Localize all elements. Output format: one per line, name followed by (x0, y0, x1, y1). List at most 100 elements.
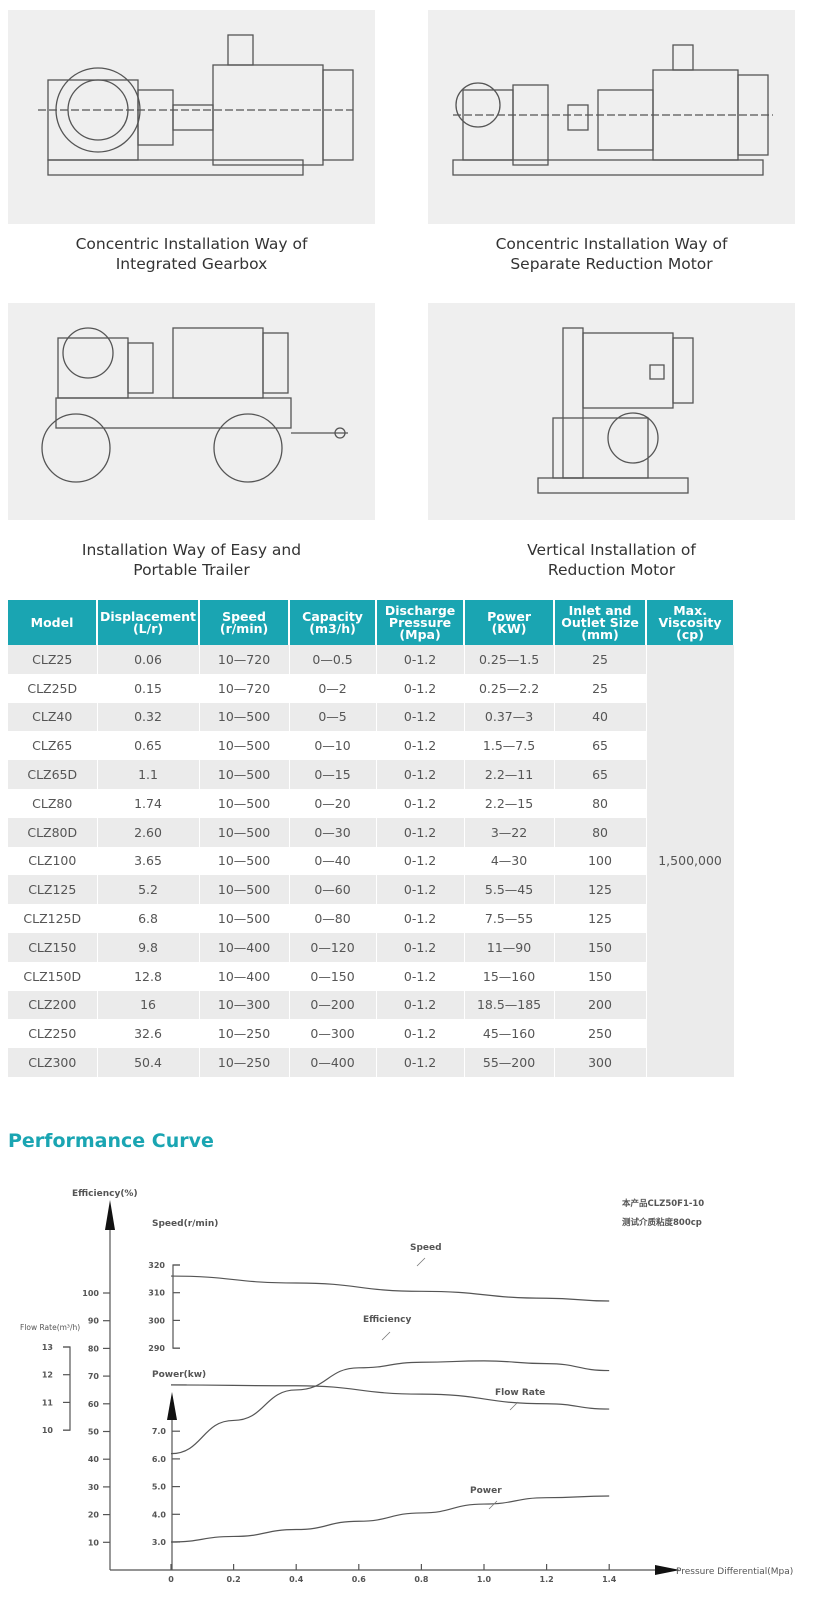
table-cell: 0.37—3 (464, 702, 555, 732)
table-row: CLZ125 5.2 10—500 0—60 0-1.2 5.5—45 125 (8, 875, 734, 905)
table-cell: 0-1.2 (376, 731, 465, 761)
table-cell: 0-1.2 (376, 961, 465, 991)
table-row: CLZ200 16 10—300 0—200 0-1.2 18.5—185 200 (8, 990, 734, 1020)
table-cell: 16 (97, 990, 200, 1020)
x-tick-label: 0.4 (289, 1575, 304, 1584)
table-cell: 0—60 (289, 875, 377, 905)
table-cell: 10—400 (199, 932, 290, 962)
separate-reduction-motor-drawing (428, 10, 795, 224)
power-tick-label: 3.0 (152, 1538, 167, 1547)
header-line: Model (30, 614, 74, 630)
efficiency-tick-label: 70 (88, 1372, 100, 1381)
efficiency-tick-label: 20 (88, 1511, 100, 1520)
table-cell: 3—22 (464, 817, 555, 847)
series-label-leader (488, 1500, 498, 1510)
caption-line: Portable Trailer (133, 561, 250, 579)
efficiency-axis-arrow (105, 1200, 115, 1230)
table-cell: 15—160 (464, 961, 555, 991)
table-cell: 0—0.5 (289, 645, 377, 674)
column-header: Discharge Pressure (Mpa) (376, 600, 466, 645)
table-cell: 0-1.2 (376, 1048, 465, 1077)
caption-line: Concentric Installation Way of (495, 235, 728, 253)
table-cell: 10—720 (199, 673, 290, 703)
power-axis-label: Power(kw) (152, 1370, 206, 1380)
table-cell: 0-1.2 (376, 846, 465, 876)
header-line: Discharge Pressure (384, 602, 456, 630)
table-cell: 0-1.2 (376, 673, 465, 703)
table-cell: 10—500 (199, 760, 290, 789)
table-row: CLZ25 0.06 10—720 0—0.5 0-1.2 0.25—1.5 25 1,500… (8, 645, 735, 1077)
table-cell: 12.8 (97, 961, 200, 991)
table-cell: 100 (554, 846, 647, 876)
caption-line: Vertical Installation of (527, 541, 696, 559)
power-tick-label: 4.0 (152, 1510, 167, 1519)
table-cell: 0-1.2 (376, 875, 465, 905)
table-cell: CLZ40 (8, 702, 98, 732)
table-row: CLZ65D 1.1 10—500 0—15 0-1.2 2.2—11 65 (8, 760, 734, 789)
table-cell: 0—15 (289, 760, 377, 789)
chart-note: 测试介质粘度800cp (622, 1217, 702, 1228)
header-line: Speed (222, 608, 266, 624)
table-cell: 10—300 (199, 990, 290, 1020)
x-tick-label: 1.0 (477, 1575, 492, 1584)
table-cell: 2.2—11 (464, 760, 555, 789)
table-cell: 0—30 (289, 817, 377, 847)
table-cell: 1.74 (97, 788, 200, 818)
table-cell: 10—500 (199, 702, 290, 732)
table-row: CLZ40 0.32 10—500 0—5 0-1.2 0.37—3 40 (8, 702, 734, 732)
table-cell: 18.5—185 (464, 990, 555, 1020)
caption-vertical-reduction-motor: Vertical Installation of Reduction Motor (428, 540, 795, 580)
column-header: Max. Viscosity (cp) (646, 600, 736, 645)
flow-tick-label: 10 (42, 1426, 54, 1435)
table-cell: 80 (554, 817, 647, 847)
table-header-row: Model Displacement (L/r) Speed (r/min) Capaci… (8, 600, 736, 645)
series-label-leader (381, 1331, 391, 1341)
x-tick-label: 0.2 (227, 1575, 241, 1584)
table-row: CLZ250 32.6 10—250 0—300 0-1.2 45—160 250 (8, 1019, 734, 1049)
column-header: Capacity (m3/h) (289, 600, 378, 645)
flow-tick-label: 13 (42, 1343, 53, 1352)
power-tick-label: 7.0 (152, 1427, 167, 1436)
caption-line: Concentric Installation Way of (75, 235, 308, 253)
table-cell: 6.8 (97, 904, 200, 933)
series-label: Power (470, 1486, 502, 1496)
table-cell: CLZ125 (8, 875, 98, 905)
series-line-speed (170, 1275, 610, 1302)
table-cell: CLZ250 (8, 1019, 98, 1049)
table-cell: 0-1.2 (376, 1019, 465, 1049)
header-unit: (KW) (491, 620, 527, 636)
flow-rate-axis-label: Flow Rate(m³/h) (20, 1323, 80, 1332)
column-header: Model (8, 600, 98, 645)
efficiency-axis-label: Efficiency(%) (72, 1189, 138, 1199)
header-line: Power (487, 608, 532, 624)
series-label-leader (416, 1257, 426, 1267)
table-cell: 0—200 (289, 990, 377, 1020)
header-unit: (cp) (676, 626, 704, 642)
table-cell: 125 (554, 875, 647, 905)
table-cell: CLZ100 (8, 846, 98, 876)
table-cell: 10—500 (199, 817, 290, 847)
integrated-gearbox-drawing (8, 10, 375, 224)
caption-line: Reduction Motor (547, 561, 676, 579)
flow-tick-label: 11 (42, 1398, 54, 1407)
table-cell: 0-1.2 (376, 702, 465, 732)
table-cell: 0-1.2 (376, 990, 465, 1020)
table-cell: 45—160 (464, 1019, 555, 1049)
header-line: Inlet and Outlet Size (561, 602, 639, 630)
table-cell: 0-1.2 (376, 645, 465, 674)
efficiency-tick-label: 10 (88, 1538, 100, 1547)
table-cell: 0—80 (289, 904, 377, 933)
table-cell: 11—90 (464, 932, 555, 962)
header-unit: (Mpa) (399, 626, 441, 642)
efficiency-tick-label: 40 (88, 1455, 100, 1464)
table-cell: 9.8 (97, 932, 200, 962)
table-cell: 150 (554, 961, 647, 991)
table-cell: 55—200 (464, 1048, 555, 1077)
power-tick-label: 6.0 (152, 1455, 167, 1464)
efficiency-tick-label: 90 (88, 1317, 100, 1326)
caption-line: Separate Reduction Motor (510, 255, 713, 273)
power-axis-arrow (167, 1392, 177, 1420)
efficiency-tick-label: 100 (82, 1289, 99, 1298)
table-row: CLZ65 0.65 10—500 0—10 0-1.2 1.5—7.5 65 (8, 731, 734, 761)
column-header: Displacement (L/r) (97, 600, 201, 645)
